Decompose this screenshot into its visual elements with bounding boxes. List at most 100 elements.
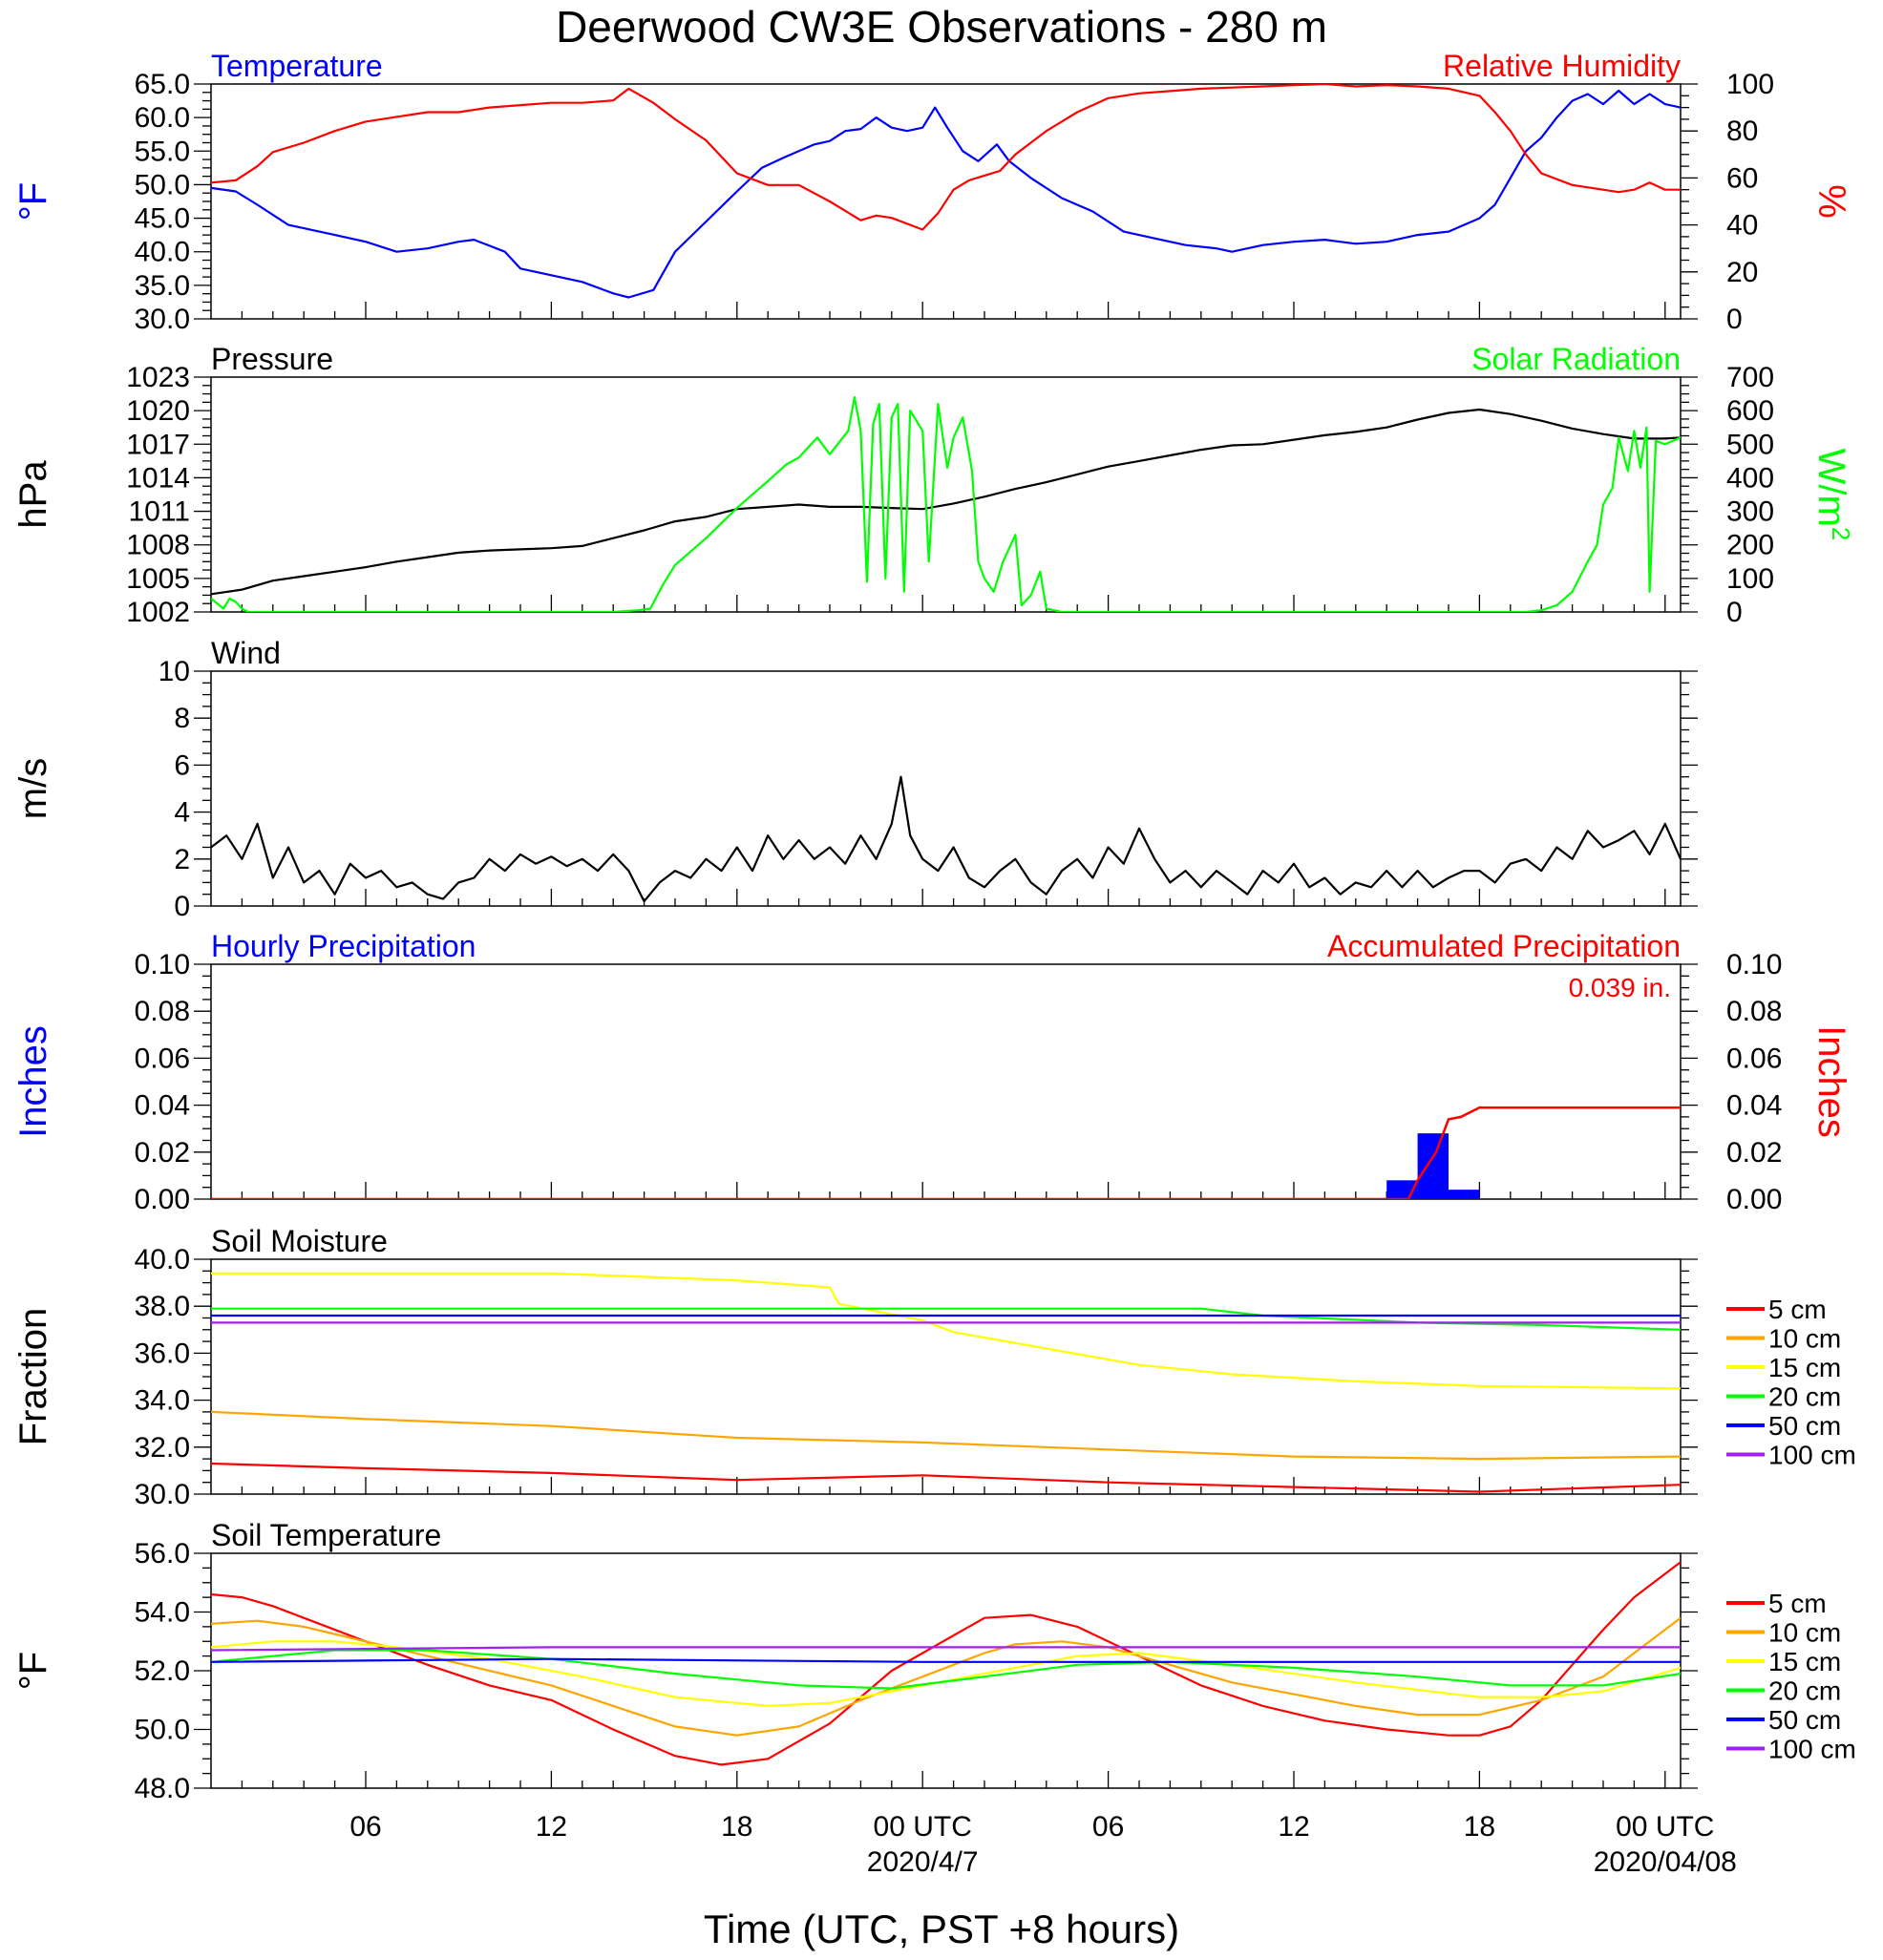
legend-label: 10 cm xyxy=(1768,1618,1841,1648)
panel-wind: 0 2 4 6 8 10 Wind m/s xyxy=(12,636,1698,922)
legend-label: 5 cm xyxy=(1768,1295,1827,1324)
y-left-tick-label: 36.0 xyxy=(135,1338,190,1369)
y-left-tick-label: 0.00 xyxy=(135,1184,190,1215)
y-right-tick-label: 500 xyxy=(1726,429,1774,460)
panel-soil_moisture: 30.0 32.0 34.0 36.0 38.0 40.0 Soil Moisture Fra… xyxy=(12,1224,1856,1510)
y-right-tick-label: 600 xyxy=(1726,395,1774,427)
series-line-soil_moisture-0 xyxy=(211,1462,1681,1493)
y-left-tick-label: 0.06 xyxy=(135,1043,190,1074)
y-right-tick-label: 0 xyxy=(1726,304,1743,335)
legend-label: 50 cm xyxy=(1768,1411,1841,1441)
x-axis-label: Time (UTC, PST +8 hours) xyxy=(704,1907,1179,1951)
panel-title-right: Accumulated Precipitation xyxy=(1327,929,1681,963)
legend-label: 100 cm xyxy=(1768,1441,1856,1470)
legend-label: 15 cm xyxy=(1768,1647,1841,1676)
y-left-tick-label: 48.0 xyxy=(135,1773,190,1804)
panel-plot-area xyxy=(211,84,1681,299)
y-right-tick-label: 700 xyxy=(1726,362,1774,393)
y-right-tick-label: 300 xyxy=(1726,496,1774,528)
y-left-tick-label: 1002 xyxy=(126,597,190,628)
y-right-tick-label: 0.00 xyxy=(1726,1184,1782,1215)
y-right-tick-label: 0.06 xyxy=(1726,1043,1782,1074)
y-right-tick-label: 100 xyxy=(1726,563,1774,595)
y-right-tick-label: 80 xyxy=(1726,116,1758,147)
y-right-label: Inches xyxy=(1810,1025,1852,1138)
y-right-label-text: W/m xyxy=(1810,449,1852,527)
y-left-tick-label: 30.0 xyxy=(135,1479,190,1510)
x-tick-label: 18 xyxy=(1464,1811,1495,1843)
panels: 30.035.040.045.050.055.060.065.002040608… xyxy=(12,49,1856,1804)
y-left-tick-label: 38.0 xyxy=(135,1291,190,1322)
legend-label: 100 cm xyxy=(1768,1735,1856,1764)
panel-plot-area xyxy=(211,1106,1681,1199)
y-left-label: °F xyxy=(12,182,54,221)
legend-label: 20 cm xyxy=(1768,1382,1841,1412)
series-line-pressure_solar-1 xyxy=(211,396,1681,612)
y-left-label: °F xyxy=(12,1652,54,1690)
y-right-label: % xyxy=(1810,184,1852,219)
y-left-tick-label: 4 xyxy=(174,797,190,829)
panel-plot-area xyxy=(211,1272,1681,1493)
series-line-soil_moisture-1 xyxy=(211,1410,1681,1461)
panel-title-left: Wind xyxy=(211,636,281,670)
precip-bar xyxy=(1417,1133,1449,1199)
y-left-label: hPa xyxy=(12,460,54,529)
y-right-tick-label: 0.10 xyxy=(1726,949,1782,980)
y-left-tick-label: 1017 xyxy=(126,429,190,460)
panel-frame xyxy=(210,1552,1682,1789)
x-tick-label: 00 UTC xyxy=(1616,1811,1714,1843)
x-tick-label: 06 xyxy=(1092,1811,1124,1843)
y-left-tick-label: 54.0 xyxy=(135,1597,190,1629)
x-tick-label: 00 UTC xyxy=(874,1811,972,1843)
panel-title-left: Soil Moisture xyxy=(211,1224,388,1258)
y-right-label-sup: 2 xyxy=(1827,527,1855,540)
legend-label: 10 cm xyxy=(1768,1324,1841,1354)
legend-label: 5 cm xyxy=(1768,1589,1827,1618)
y-left-tick-label: 0 xyxy=(174,891,190,922)
panel-frame xyxy=(210,963,1682,1200)
y-left-tick-label: 56.0 xyxy=(135,1538,190,1570)
series-line-temp_rh-1 xyxy=(211,84,1681,231)
series-line-soil_moisture-3 xyxy=(211,1307,1681,1331)
y-left-tick-label: 52.0 xyxy=(135,1655,190,1687)
panel-title-left: Hourly Precipitation xyxy=(211,929,476,963)
panel-title-right: Solar Radiation xyxy=(1471,342,1681,376)
legend-label: 20 cm xyxy=(1768,1676,1841,1706)
y-left-tick-label: 50.0 xyxy=(135,1715,190,1746)
legend-label: 15 cm xyxy=(1768,1353,1841,1382)
y-left-tick-label: 32.0 xyxy=(135,1432,190,1464)
panel-frame xyxy=(210,670,1682,907)
y-right-tick-label: 20 xyxy=(1726,257,1758,288)
y-left-tick-label: 35.0 xyxy=(135,270,190,302)
y-left-label: Inches xyxy=(12,1025,54,1138)
y-right-label: W/m2 xyxy=(1810,449,1855,541)
panel-title-left: Pressure xyxy=(211,342,333,376)
y-left-tick-label: 1008 xyxy=(126,530,190,561)
y-left-tick-label: 1020 xyxy=(126,395,190,427)
y-left-tick-label: 8 xyxy=(174,703,190,734)
x-tick-label: 12 xyxy=(1278,1811,1309,1843)
accumulated-total-annotation: 0.039 in. xyxy=(1569,973,1671,1002)
y-left-tick-label: 0.08 xyxy=(135,996,190,1027)
y-left-tick-label: 50.0 xyxy=(135,169,190,200)
chart-title: Deerwood CW3E Observations - 280 m xyxy=(556,2,1327,52)
panel-precip: 0.00 0.02 0.04 0.06 0.08 0.10 0.00 0.02 0.04 0.06… xyxy=(12,929,1852,1215)
panel-plot-area xyxy=(211,396,1681,612)
panel-temp_rh: 30.035.040.045.050.055.060.065.0 0 20 40 60 8… xyxy=(12,49,1852,335)
y-right-label-text: Inches xyxy=(1810,1025,1852,1138)
panel-title-right: Relative Humidity xyxy=(1443,49,1681,83)
y-right-label-text: % xyxy=(1810,184,1852,219)
panel-plot-area xyxy=(211,775,1681,903)
y-left-tick-label: 30.0 xyxy=(135,304,190,335)
y-left-tick-label: 1014 xyxy=(126,462,190,494)
x-tick-date-label: 2020/04/08 xyxy=(1594,1846,1737,1878)
y-left-label: m/s xyxy=(12,758,54,819)
y-left-tick-label: 0.10 xyxy=(135,949,190,980)
series-line-soil_temp-3 xyxy=(211,1649,1681,1690)
y-left-tick-label: 40.0 xyxy=(135,237,190,268)
y-left-tick-label: 0.04 xyxy=(135,1090,190,1122)
y-right-tick-label: 0.02 xyxy=(1726,1137,1782,1169)
y-right-tick-label: 0.04 xyxy=(1726,1090,1782,1122)
series-line-pressure_solar-0 xyxy=(211,408,1681,596)
